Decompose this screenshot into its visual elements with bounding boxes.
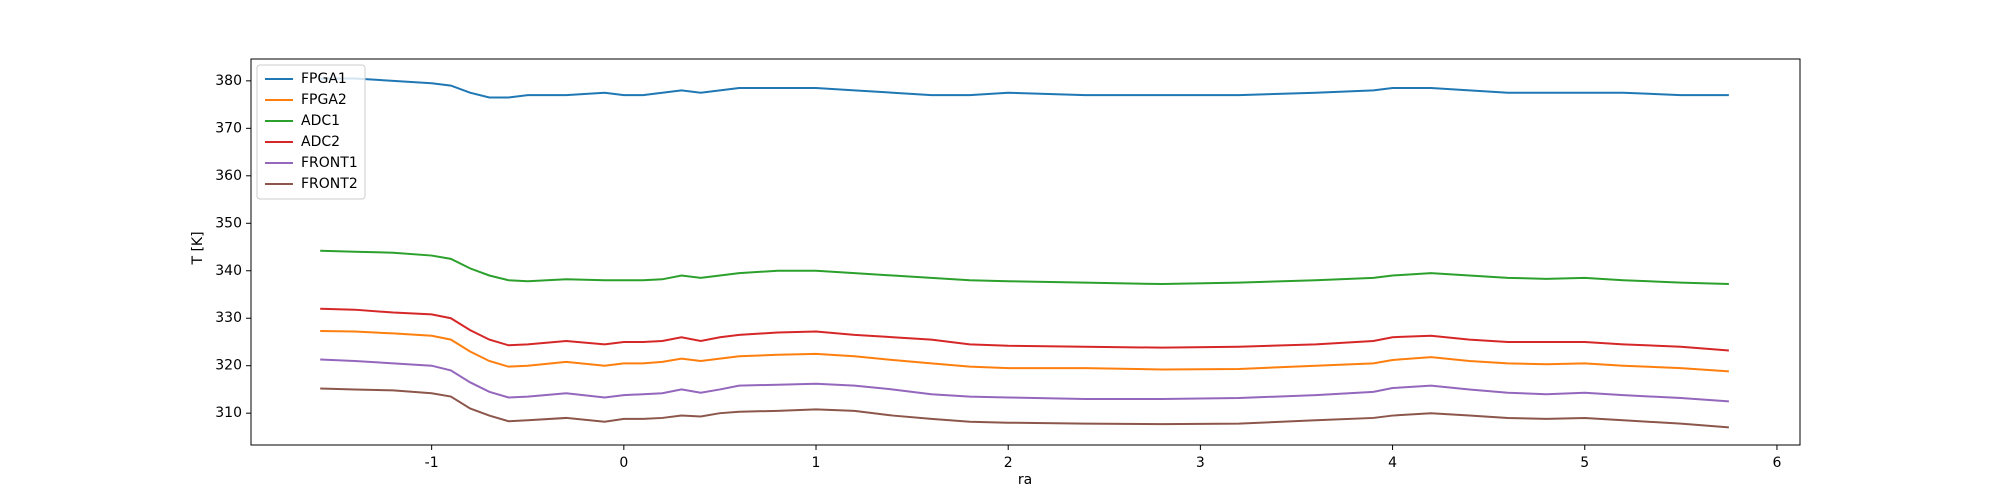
- x-tick-label: 3: [1196, 455, 1205, 471]
- x-tick-label: 5: [1580, 455, 1589, 471]
- legend-label: FPGA2: [301, 92, 347, 108]
- series-line: [320, 387, 1729, 429]
- legend-label: ADC1: [301, 113, 340, 129]
- x-tick-label: 0: [619, 455, 628, 471]
- series-line: [320, 330, 1729, 373]
- legend-label: ADC2: [301, 134, 340, 150]
- y-tick-label: 320: [215, 358, 242, 374]
- legend-box: [256, 64, 366, 200]
- y-tick-label: 380: [215, 73, 242, 89]
- y-tick-label: 310: [215, 405, 242, 421]
- x-tick-label: 2: [1004, 455, 1013, 471]
- legend-label: FRONT2: [301, 176, 358, 192]
- x-tick-label: -1: [425, 455, 439, 471]
- y-tick-label: 340: [215, 263, 242, 279]
- legend-label: FRONT1: [301, 155, 358, 171]
- series-line: [320, 249, 1729, 286]
- series-line: [320, 358, 1729, 403]
- y-tick-label: 350: [215, 215, 242, 231]
- y-axis-label: T [K]: [190, 231, 206, 265]
- series-line: [320, 307, 1729, 352]
- x-axis-label: ra: [1018, 472, 1032, 488]
- series-line: [320, 77, 1729, 99]
- y-tick-label: 330: [215, 310, 242, 326]
- legend-label: FPGA1: [301, 71, 347, 87]
- y-tick-label: 370: [215, 120, 242, 136]
- plot-frame: [250, 58, 1801, 446]
- x-tick-label: 6: [1772, 455, 1781, 471]
- x-tick-label: 4: [1388, 455, 1397, 471]
- x-tick-label: 1: [812, 455, 821, 471]
- y-tick-label: 360: [215, 168, 242, 184]
